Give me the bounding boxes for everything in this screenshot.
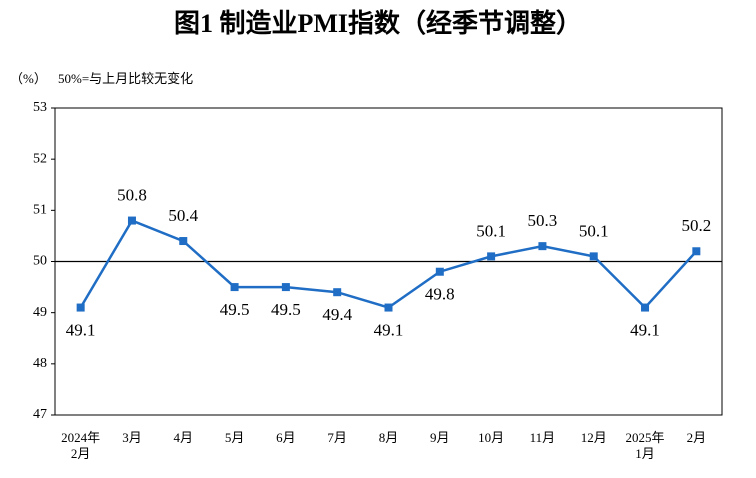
- x-tick-label: 12月: [581, 430, 607, 445]
- x-tick-label: 10月: [478, 430, 504, 445]
- data-point: [179, 237, 188, 246]
- data-point: [127, 216, 136, 225]
- data-point: [589, 252, 598, 261]
- x-tick-label: 2025年 1月: [626, 430, 665, 461]
- data-label: 49.1: [374, 320, 404, 339]
- x-tick-label: 7月: [327, 430, 347, 445]
- data-label: 50.4: [168, 206, 198, 225]
- data-label: 50.1: [579, 221, 609, 240]
- y-axis-label: （%）: [10, 71, 47, 86]
- x-tick-label: 8月: [379, 430, 399, 445]
- data-label: 49.5: [220, 300, 250, 319]
- data-label: 49.5: [271, 300, 301, 319]
- x-tick-label: 3月: [122, 430, 142, 445]
- y-tick-label: 48: [33, 356, 47, 371]
- data-point: [641, 303, 650, 312]
- x-tick-label: 4月: [174, 430, 194, 445]
- chart-title: 图1 制造业PMI指数（经季节调整）: [174, 8, 582, 38]
- data-point: [230, 283, 239, 292]
- data-label: 49.4: [322, 305, 352, 324]
- data-label: 50.2: [681, 216, 711, 235]
- data-point: [435, 267, 444, 276]
- data-point: [692, 247, 701, 256]
- y-tick-label: 52: [33, 151, 47, 166]
- y-tick-label: 53: [33, 100, 47, 115]
- data-point: [76, 303, 85, 312]
- x-tick-label: 6月: [276, 430, 296, 445]
- annotation: 50%=与上月比较无变化: [58, 71, 193, 86]
- data-label: 50.8: [117, 185, 147, 204]
- data-label: 50.3: [528, 211, 558, 230]
- y-tick-label: 49: [33, 305, 47, 320]
- data-point: [384, 303, 393, 312]
- y-tick-label: 51: [33, 203, 47, 218]
- x-tick-label: 9月: [430, 430, 450, 445]
- y-tick-label: 50: [33, 254, 47, 269]
- y-tick-label: 47: [33, 407, 47, 422]
- data-label: 49.8: [425, 285, 455, 304]
- x-tick-label: 2024年 2月: [61, 430, 100, 461]
- data-point: [281, 283, 290, 292]
- data-label: 50.1: [476, 221, 506, 240]
- data-point: [487, 252, 496, 261]
- x-tick-label: 2月: [687, 430, 707, 445]
- data-point: [538, 242, 547, 251]
- data-point: [333, 288, 342, 297]
- x-tick-label: 5月: [225, 430, 245, 445]
- data-label: 49.1: [630, 320, 660, 339]
- x-tick-label: 11月: [530, 430, 556, 445]
- data-label: 49.1: [66, 320, 96, 339]
